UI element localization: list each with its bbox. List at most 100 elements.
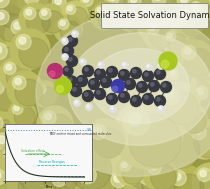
Circle shape (60, 21, 81, 42)
Circle shape (171, 72, 190, 91)
Circle shape (158, 106, 164, 112)
Circle shape (187, 0, 210, 24)
Circle shape (5, 14, 45, 54)
Circle shape (94, 68, 105, 80)
Circle shape (83, 91, 93, 101)
Circle shape (97, 8, 118, 29)
Circle shape (181, 12, 205, 36)
Circle shape (187, 10, 210, 48)
Circle shape (183, 16, 201, 35)
Circle shape (83, 0, 107, 21)
Circle shape (86, 104, 92, 110)
Circle shape (157, 70, 160, 74)
Circle shape (14, 163, 34, 182)
Circle shape (81, 0, 93, 6)
Circle shape (157, 98, 160, 101)
Circle shape (122, 141, 170, 189)
Circle shape (193, 3, 197, 8)
Circle shape (191, 2, 201, 11)
Circle shape (76, 0, 108, 22)
Circle shape (19, 3, 51, 35)
Circle shape (18, 166, 27, 175)
Circle shape (47, 0, 83, 27)
Circle shape (133, 70, 136, 73)
Circle shape (160, 81, 172, 92)
Circle shape (184, 48, 191, 54)
Circle shape (123, 0, 157, 24)
Circle shape (7, 156, 57, 189)
Circle shape (123, 63, 125, 65)
Circle shape (32, 81, 58, 107)
Circle shape (47, 168, 83, 189)
Circle shape (115, 83, 118, 86)
Circle shape (166, 32, 176, 41)
Circle shape (193, 15, 207, 29)
Circle shape (143, 7, 175, 39)
Circle shape (4, 62, 16, 74)
Circle shape (65, 48, 68, 51)
Circle shape (180, 0, 188, 3)
Circle shape (62, 38, 68, 44)
Circle shape (0, 14, 26, 42)
Circle shape (39, 8, 51, 19)
Circle shape (12, 76, 26, 90)
Circle shape (111, 172, 126, 188)
Circle shape (4, 147, 16, 160)
Circle shape (163, 84, 166, 87)
Circle shape (101, 77, 112, 88)
Circle shape (49, 71, 55, 77)
Circle shape (171, 170, 186, 186)
Circle shape (134, 0, 176, 40)
Circle shape (38, 128, 49, 139)
Circle shape (58, 19, 69, 29)
Circle shape (80, 167, 96, 184)
Circle shape (171, 44, 186, 60)
Circle shape (0, 37, 28, 81)
Circle shape (15, 79, 42, 106)
Circle shape (0, 112, 19, 146)
Circle shape (143, 19, 173, 49)
Circle shape (140, 4, 156, 20)
Circle shape (200, 170, 206, 177)
Circle shape (139, 84, 142, 87)
Circle shape (199, 0, 210, 5)
Circle shape (150, 26, 172, 48)
Circle shape (130, 67, 142, 78)
Circle shape (148, 81, 160, 91)
Circle shape (127, 81, 130, 84)
Text: Solid State Solvation Dynamics: Solid State Solvation Dynamics (89, 12, 210, 20)
Circle shape (79, 78, 82, 81)
Circle shape (165, 14, 192, 41)
Circle shape (118, 7, 142, 31)
Circle shape (97, 91, 100, 94)
Circle shape (103, 79, 106, 82)
Circle shape (181, 11, 187, 17)
Circle shape (0, 46, 2, 54)
Circle shape (148, 162, 161, 174)
Circle shape (165, 39, 205, 79)
Circle shape (75, 101, 77, 103)
Circle shape (112, 80, 125, 92)
Circle shape (24, 0, 39, 5)
Circle shape (6, 150, 30, 174)
Circle shape (0, 81, 4, 94)
Circle shape (0, 13, 4, 19)
Circle shape (6, 149, 12, 155)
Circle shape (168, 34, 187, 53)
Circle shape (65, 144, 87, 165)
Circle shape (14, 106, 35, 127)
Circle shape (189, 43, 205, 60)
Circle shape (176, 40, 210, 78)
Circle shape (0, 127, 32, 171)
Circle shape (185, 78, 191, 85)
Circle shape (145, 73, 148, 76)
Circle shape (182, 37, 210, 81)
Circle shape (131, 160, 179, 189)
Circle shape (68, 6, 72, 11)
Circle shape (111, 107, 113, 109)
Circle shape (26, 10, 50, 34)
Circle shape (197, 168, 210, 182)
Circle shape (94, 88, 105, 99)
Circle shape (0, 173, 24, 189)
Circle shape (169, 70, 179, 79)
